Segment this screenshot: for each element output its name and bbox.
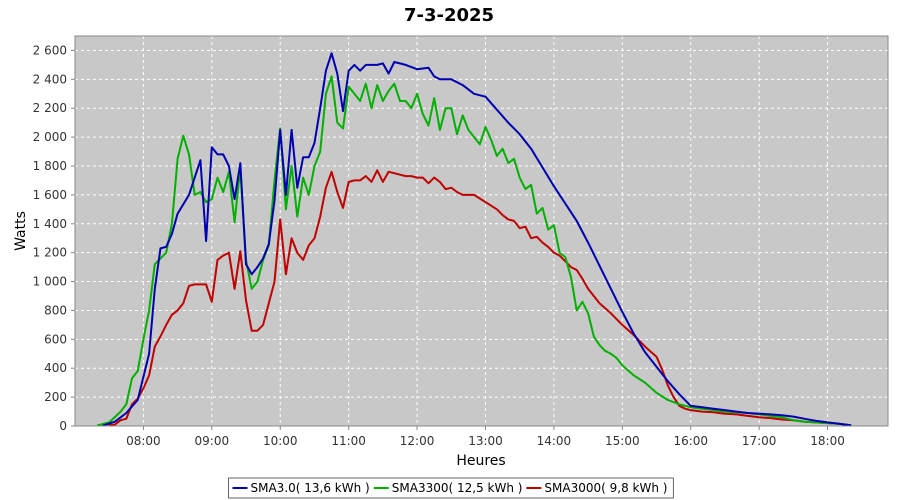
legend-box [228, 477, 674, 499]
y-tick-label: 200 [44, 390, 67, 404]
x-tick-label: 15:00 [605, 434, 640, 448]
legend-item: SMA3000( 9,8 kWh ) [526, 481, 667, 495]
legend-label: SMA3300( 12,5 kWh ) [392, 481, 523, 495]
y-axis-title: Watts [13, 211, 29, 251]
y-tick-label: 600 [44, 332, 67, 346]
y-tick-label: 800 [44, 303, 67, 317]
plot-border [74, 35, 889, 427]
series-line-0 [102, 52, 852, 427]
legend-item: SMA3.0( 13,6 kWh ) [232, 481, 370, 495]
series-lines [96, 52, 852, 427]
series-line-1 [96, 75, 852, 427]
series-line-2 [108, 169, 852, 427]
legend-label: SMA3.0( 13,6 kWh ) [251, 481, 370, 495]
y-tick-label: 2 000 [33, 130, 67, 144]
plot-area [75, 36, 888, 426]
y-tick-label: 1 400 [33, 217, 67, 231]
x-tick-label: 12:00 [400, 434, 435, 448]
y-tick-label: 1 200 [33, 246, 67, 260]
x-tick-label: 14:00 [537, 434, 572, 448]
legend: SMA3.0( 13,6 kWh ) SMA3300( 12,5 kWh ) SMA… [228, 477, 674, 499]
y-tick-label: 1 000 [33, 275, 67, 289]
y-tick-label: 0 [59, 419, 67, 433]
x-axis-title: Heures [456, 453, 505, 469]
y-tick-label: 2 400 [33, 72, 67, 86]
axes: 0 200 400 600 800 1 000 1 200 1 400 1 600 1 800 2 … [33, 43, 845, 448]
x-tick-label: 18:00 [810, 434, 845, 448]
x-tick-label: 11:00 [331, 434, 366, 448]
legend-item: SMA3300( 12,5 kWh ) [373, 481, 523, 495]
x-tick-label: 10:00 [263, 434, 298, 448]
x-tick-label: 13:00 [468, 434, 503, 448]
y-tick-label: 2 600 [33, 43, 67, 57]
x-tick-label: 08:00 [126, 434, 161, 448]
y-tick-label: 2 200 [33, 101, 67, 115]
grid [75, 36, 888, 427]
y-tick-label: 1 800 [33, 159, 67, 173]
chart-title: 7-3-2025 [404, 5, 494, 26]
x-tick-label: 16:00 [673, 434, 708, 448]
x-tick-label: 09:00 [195, 434, 230, 448]
y-tick-label: 400 [44, 361, 67, 375]
legend-label: SMA3000( 9,8 kWh ) [544, 481, 667, 495]
y-tick-label: 1 600 [33, 188, 67, 202]
x-tick-label: 17:00 [742, 434, 777, 448]
